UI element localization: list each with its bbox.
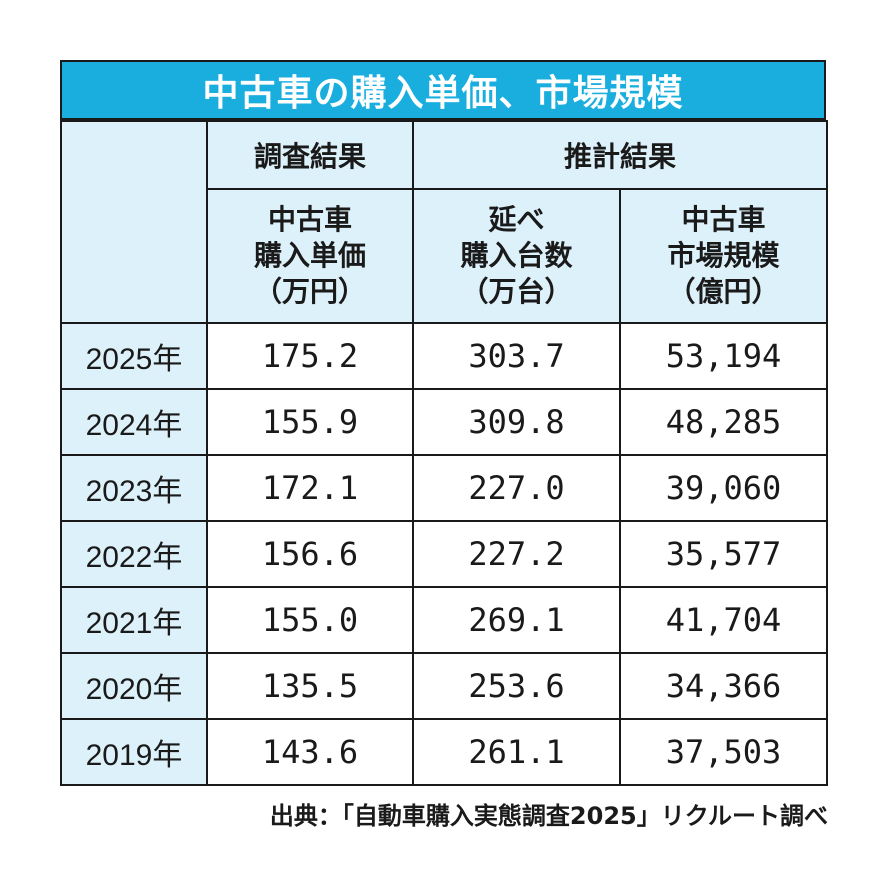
year-cell: 2025年 (60, 322, 208, 390)
market-cell: 53,194 (618, 322, 829, 390)
units-cell: 227.0 (412, 454, 621, 522)
price-cell: 156.6 (206, 520, 414, 588)
units-cell: 253.6 (412, 652, 621, 720)
table-title: 中古車の購入単価、市場規模 (60, 60, 826, 120)
units-cell: 269.1 (412, 586, 621, 654)
group-header-estimate: 推計結果 (411, 120, 829, 190)
table-row: 2022年 156.6 227.2 35,577 (60, 520, 829, 588)
year-cell: 2019年 (60, 718, 208, 786)
corner-cell (60, 120, 208, 324)
table-row: 2025年 175.2 303.7 53,194 (60, 322, 829, 390)
units-cell: 303.7 (412, 322, 621, 390)
year-cell: 2020年 (60, 652, 208, 720)
market-cell: 41,704 (618, 586, 829, 654)
market-cell: 34,366 (618, 652, 829, 720)
table-row: 2019年 143.6 261.1 37,503 (60, 718, 829, 786)
table-row: 2021年 155.0 269.1 41,704 (60, 586, 829, 654)
data-table-container: 中古車の購入単価、市場規模 調査結果 推計結果 中古車 購入単価 （万円） 延べ 購入… (60, 60, 829, 786)
market-cell: 37,503 (618, 718, 829, 786)
year-cell: 2023年 (60, 454, 208, 522)
table-row: 2024年 155.9 309.8 48,285 (60, 388, 829, 456)
market-cell: 48,285 (618, 388, 829, 456)
column-header-market: 中古車 市場規模 （億円） (618, 188, 829, 324)
units-cell: 227.2 (412, 520, 621, 588)
group-header-survey: 調査結果 (206, 120, 414, 190)
price-cell: 143.6 (206, 718, 414, 786)
market-cell: 35,577 (618, 520, 829, 588)
source-note: 出典：「自動車購入実態調査2025」リクルート調べ (269, 802, 828, 830)
market-cell: 39,060 (618, 454, 829, 522)
price-cell: 172.1 (206, 454, 414, 522)
price-cell: 175.2 (206, 322, 414, 390)
price-cell: 135.5 (206, 652, 414, 720)
price-cell: 155.0 (206, 586, 414, 654)
column-header-units: 延べ 購入台数 （万台） (412, 188, 621, 324)
table-row: 2023年 172.1 227.0 39,060 (60, 454, 829, 522)
units-cell: 309.8 (412, 388, 621, 456)
year-cell: 2021年 (60, 586, 208, 654)
year-cell: 2024年 (60, 388, 208, 456)
units-cell: 261.1 (412, 718, 621, 786)
year-cell: 2022年 (60, 520, 208, 588)
table-row: 2020年 135.5 253.6 34,366 (60, 652, 829, 720)
data-table: 調査結果 推計結果 中古車 購入単価 （万円） 延べ 購入台数 （万台） 中古車 市場規模… (60, 120, 829, 786)
column-header-price: 中古車 購入単価 （万円） (206, 188, 414, 324)
price-cell: 155.9 (206, 388, 414, 456)
